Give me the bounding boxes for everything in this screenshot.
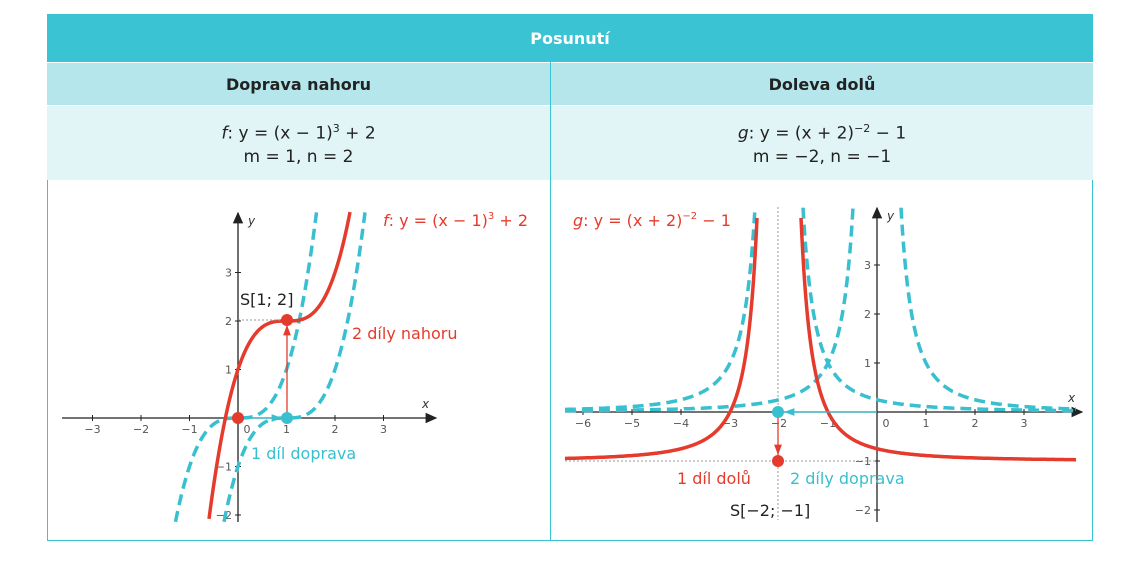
tick-label: 3 — [1021, 417, 1028, 430]
point — [281, 314, 293, 326]
label-exp: 3 — [488, 211, 494, 222]
column-divider — [550, 62, 551, 541]
shift-label: 2 díly nahoru — [352, 324, 457, 343]
point — [772, 406, 784, 418]
title: Posunutí — [530, 28, 610, 48]
tick-label: −2 — [855, 504, 871, 517]
curve — [565, 217, 1076, 462]
tick-label: 2 — [332, 423, 339, 436]
axis-name: y — [247, 214, 256, 228]
formula-cell: g: y = (x + 2)−2 − 1 m = −2, n = −1 — [551, 105, 1093, 180]
label-part: f — [383, 211, 391, 230]
formula-exp: 3 — [332, 122, 340, 136]
point — [772, 455, 784, 467]
label-part: + 2 — [494, 211, 528, 230]
formula-exp: −2 — [854, 122, 871, 136]
formula: f: y = (x − 1)3 + 2 — [221, 117, 375, 146]
tick-label: −1 — [216, 461, 232, 474]
formula-cell: f: y = (x − 1)3 + 2 m = 1, n = 2 — [47, 105, 550, 180]
graph-row — [47, 180, 1093, 541]
point — [232, 412, 244, 424]
formula: g: y = (x + 2)−2 − 1 — [738, 117, 906, 146]
tick-label: 3 — [864, 259, 871, 272]
formula-part: : y = (x + 2) — [748, 123, 855, 144]
tick-label: 2 — [225, 315, 232, 328]
label-part: : y = (x + 2) — [583, 211, 682, 230]
tick-label: 0 — [883, 417, 890, 430]
formula-part: : y = (x − 1) — [227, 123, 333, 144]
axis-name: x — [1067, 391, 1076, 405]
curve — [207, 211, 352, 520]
params: m = −2, n = −1 — [752, 146, 892, 167]
tick-label: −2 — [771, 417, 787, 430]
tick-label: 3 — [380, 423, 387, 436]
column-heading: Doleva dolů — [551, 62, 1093, 105]
point-label: S[1; 2] — [240, 290, 293, 309]
heading: Doprava nahoru — [225, 74, 372, 94]
column-heading: Doprava nahoru — [47, 62, 550, 105]
shift-label: 2 díly doprava — [790, 469, 905, 488]
tick-label: 1 — [923, 417, 930, 430]
shift-label: 1 díl doprava — [251, 444, 356, 463]
tick-label: 3 — [225, 267, 232, 280]
axis-name: x — [421, 397, 430, 411]
tick-label: 2 — [864, 308, 871, 321]
guide-curve — [222, 212, 367, 523]
tick-label: 1 — [283, 423, 290, 436]
table-header: Posunutí — [47, 14, 1093, 62]
point-label: S[−2; −1] — [730, 501, 810, 520]
formula-part: + 2 — [339, 123, 376, 144]
label-part: : y = (x − 1) — [389, 211, 488, 230]
tick-label: −5 — [624, 417, 640, 430]
tick-label: −6 — [575, 417, 591, 430]
heading: Doleva dolů — [768, 74, 876, 94]
tick-label: −2 — [133, 423, 149, 436]
tick-label: 1 — [225, 364, 232, 377]
axis-name: y — [886, 209, 895, 223]
label-part: − 1 — [697, 211, 731, 230]
formula-part: g — [737, 123, 749, 144]
tick-label: 1 — [864, 357, 871, 370]
shift-label: 1 díl dolů — [677, 469, 751, 488]
label-exp: −2 — [682, 211, 697, 222]
params: m = 1, n = 2 — [243, 146, 354, 167]
tick-label: 2 — [972, 417, 979, 430]
tick-label: −3 — [84, 423, 100, 436]
point — [281, 412, 293, 424]
guide-curve — [565, 207, 1076, 413]
formula-part: f — [221, 123, 228, 144]
curve-label: f: y = (x − 1)3 + 2 — [383, 211, 528, 230]
tick-label: 0 — [244, 423, 251, 436]
tick-label: −1 — [181, 423, 197, 436]
tick-label: −4 — [673, 417, 689, 430]
guide-curve — [173, 212, 319, 523]
curve-label: g: y = (x + 2)−2 − 1 — [573, 211, 731, 230]
label-part: g — [573, 211, 583, 230]
guide-curve — [565, 207, 1076, 413]
formula-part: − 1 — [870, 123, 907, 144]
